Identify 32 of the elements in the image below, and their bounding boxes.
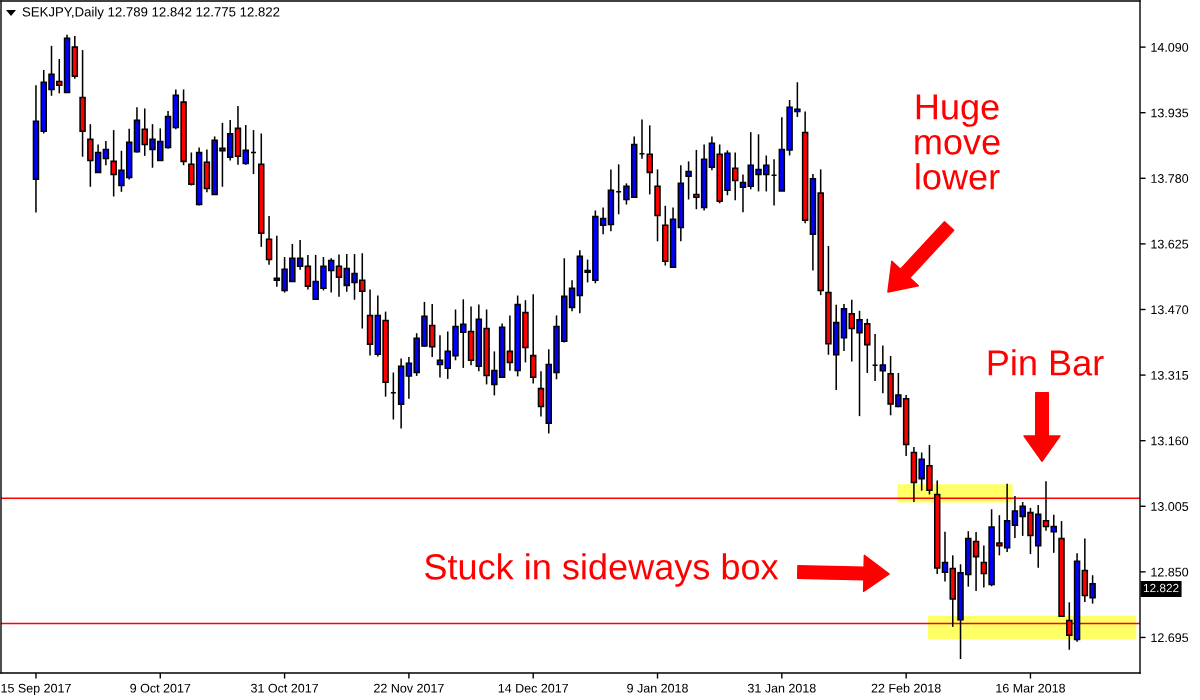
x-tick-label: 22 Nov 2017 (374, 683, 444, 693)
candlestick (646, 124, 653, 196)
y-tick-label: 13.470 (1151, 305, 1189, 315)
annotation: Stuck in sideways box (425, 553, 779, 587)
x-tick-label: 14 Dec 2017 (498, 683, 569, 693)
y-tick-label: 13.935 (1151, 108, 1189, 118)
x-tick-label: 16 Mar 2018 (996, 683, 1065, 693)
x-tick-label: 22 Feb 2018 (871, 683, 941, 693)
candlestick (739, 173, 747, 213)
candlestick (879, 344, 887, 395)
candlestick (529, 293, 537, 385)
candlestick (685, 160, 692, 201)
x-tick-label: 15 Sep 2017 (1, 683, 71, 696)
candlestick (265, 215, 273, 266)
candlestick (941, 530, 949, 583)
x-tick-label: 31 Jan 2018 (747, 683, 816, 693)
y-tick-label: 14.090 (1151, 42, 1189, 52)
candlestick (102, 140, 110, 166)
y-tick-label: 13.005 (1151, 502, 1189, 511)
y-tick-label: 13.625 (1151, 239, 1189, 249)
x-tick-label: 31 Oct 2017 (251, 683, 319, 693)
x-tick-label: 9 Oct 2017 (130, 683, 191, 693)
y-tick-label: 13.315 (1151, 370, 1189, 380)
text: 12.822 (1143, 583, 1179, 593)
y-tick-label: 12.850 (1151, 567, 1189, 577)
y-tick-label: 13.160 (1151, 436, 1189, 446)
annotation: Pin Bar (988, 349, 1104, 376)
y-tick-label: 12.695 (1151, 633, 1189, 643)
chart-title: SEKJPY,Daily 12.789 12.842 12.775 12.822 (22, 6, 280, 20)
annotation: Huge move lower (915, 94, 1000, 190)
x-tick-label: 9 Jan 2018 (627, 683, 688, 693)
y-tick-label: 13.780 (1151, 174, 1189, 183)
